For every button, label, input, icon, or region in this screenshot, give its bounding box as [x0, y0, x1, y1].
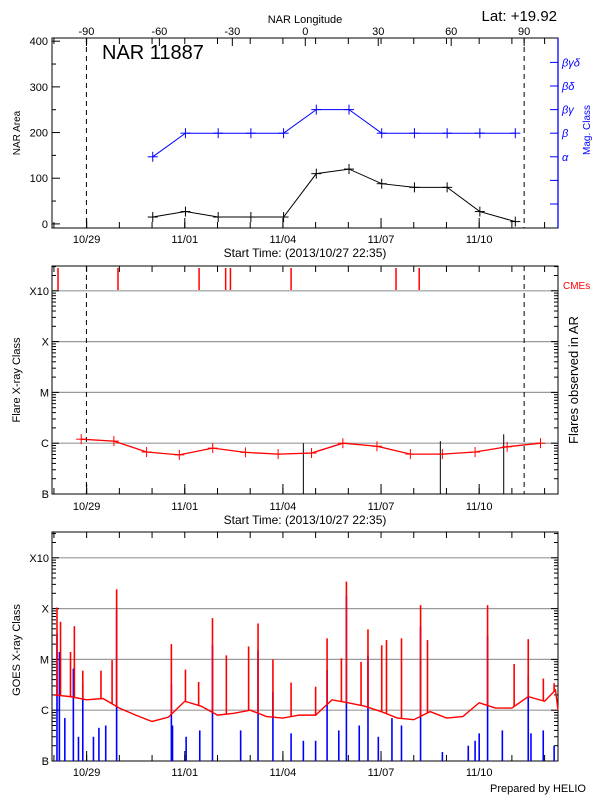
region-title: NAR 11887	[102, 42, 204, 64]
flares-xlabel: Start Time: (2013/10/27 22:35)	[224, 513, 387, 527]
goes-ylabel: GOES X-ray Class	[11, 604, 23, 696]
nar-date-tick-label: 11/01	[171, 234, 198, 246]
area-tick-label: 300	[30, 82, 48, 94]
area-tick-label: 200	[30, 128, 48, 140]
area-series-line	[152, 168, 516, 223]
longitude-tick-label: 90	[518, 26, 530, 38]
goes-tick-label: X	[42, 604, 50, 616]
flares-tick-label: B	[42, 489, 49, 501]
area-tick-label: 100	[30, 173, 48, 185]
flares-date-tick-label: 10/29	[73, 501, 101, 513]
goes-tick-label: C	[41, 705, 49, 717]
goes-date-tick-label: 11/01	[171, 767, 198, 779]
mag-class-label: Mag. Class	[582, 105, 593, 155]
nar-date-tick-label: 11/10	[466, 234, 493, 246]
longitude-tick-label: 60	[445, 26, 457, 38]
longitude-tick-label: -60	[151, 26, 167, 38]
flares-tick-label: X10	[29, 286, 49, 298]
goes-tick-label: M	[40, 654, 49, 666]
flares-tick-label: C	[41, 438, 49, 450]
flares-ylabel: Flare X-ray Class	[11, 337, 23, 422]
flares-tick-label: M	[40, 387, 49, 399]
area-tick-label: 0	[42, 219, 48, 231]
flares-date-tick-label: 11/10	[466, 501, 493, 513]
nar-date-tick-label: 11/04	[270, 234, 297, 246]
nar-date-tick-label: 10/29	[73, 234, 101, 246]
nar-xlabel: Start Time: (2013/10/27 22:35)	[224, 246, 387, 260]
nar-date-tick-label: 11/07	[368, 234, 395, 246]
flares-tick-label: X	[42, 337, 50, 349]
longitude-tick-label: -90	[78, 26, 94, 38]
goes-date-tick-label: 11/04	[270, 767, 297, 779]
cme-label: CMEs	[563, 281, 590, 292]
latitude-label: Lat: +19.92	[482, 8, 557, 25]
goes-plot-frame	[51, 531, 559, 762]
goes-long-channel-line	[53, 688, 559, 723]
flares-y2label: Flares observed in AR	[566, 316, 581, 444]
longitude-axis-title: NAR Longitude	[268, 14, 343, 26]
longitude-tick-label: 0	[302, 26, 308, 38]
mag-class-tick-label: βγ	[561, 105, 575, 117]
longitude-tick-label: 30	[372, 26, 384, 38]
flares-plot-frame	[51, 265, 559, 495]
flares-date-tick-label: 11/04	[270, 501, 297, 513]
mag-class-tick-label: β	[561, 128, 569, 140]
mag-class-series-line	[152, 109, 516, 158]
mag-class-tick-label: α	[562, 152, 569, 164]
credit-label: Prepared by HELIO	[490, 783, 586, 795]
goes-tick-label: X10	[29, 553, 49, 565]
goes-date-tick-label: 10/29	[73, 767, 101, 779]
goes-tick-label: B	[42, 756, 49, 768]
flares-date-tick-label: 11/01	[171, 501, 198, 513]
goes-date-tick-label: 11/10	[466, 767, 493, 779]
goes-date-tick-label: 11/07	[368, 767, 395, 779]
nar-ylabel: NAR Area	[12, 110, 23, 155]
longitude-tick-label: -30	[224, 26, 240, 38]
mag-class-tick-label: βδ	[561, 81, 575, 93]
flares-date-tick-label: 11/07	[368, 501, 395, 513]
mag-class-tick-label: βγδ	[561, 57, 581, 69]
area-tick-label: 400	[30, 36, 48, 48]
